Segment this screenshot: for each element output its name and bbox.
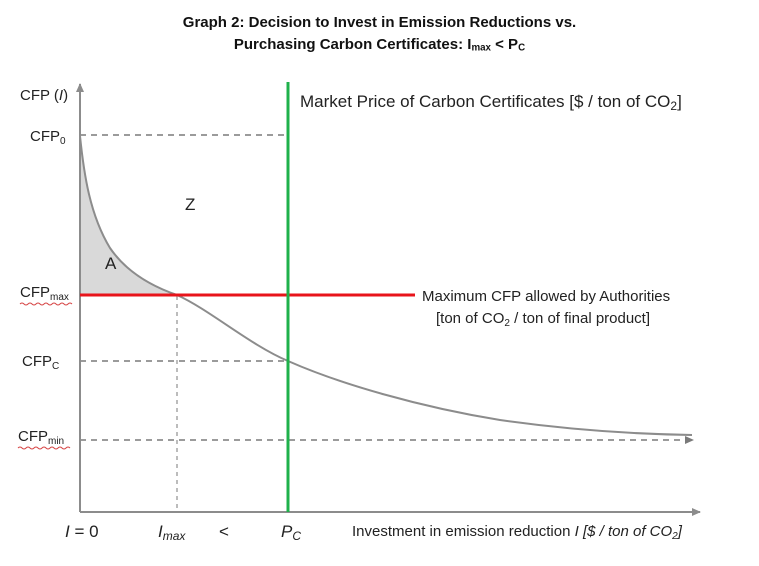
chart-title-line-2: Purchasing Carbon Certificates: Imax < P… (233, 36, 526, 54)
tick-imax: Imax (158, 522, 186, 543)
tick-pc: PC (281, 522, 301, 543)
x-axis-label: Investment in emission reduction I [$ / … (352, 523, 683, 542)
region-z-label: Z (185, 195, 195, 214)
tick-i-zero: I = 0 (65, 522, 99, 541)
tick-cfpc: CFPC (22, 353, 59, 372)
max-cfp-label-line-1: Maximum CFP allowed by Authorities (422, 288, 670, 305)
region-a-label: A (105, 254, 117, 273)
y-axis-label: CFP (I) (20, 87, 68, 104)
squiggle-underline-cfpmax (19, 302, 73, 306)
max-cfp-label-line-2: [ton of CO2 / ton of final product] (436, 310, 650, 329)
shaded-region-a (80, 136, 177, 295)
tick-cfpmin: CFPmin (18, 428, 64, 447)
tick-cfpmax: CFPmax (20, 284, 69, 303)
chart-title-line-1: Graph 2: Decision to Invest in Emission … (182, 14, 577, 31)
less-than-sign: < (219, 522, 229, 541)
tick-cfp0: CFP0 (30, 128, 66, 147)
squiggle-underline-cfpmin (17, 446, 71, 450)
market-price-label: Market Price of Carbon Certificates [$ /… (300, 92, 682, 113)
cfp-curve (79, 135, 693, 436)
